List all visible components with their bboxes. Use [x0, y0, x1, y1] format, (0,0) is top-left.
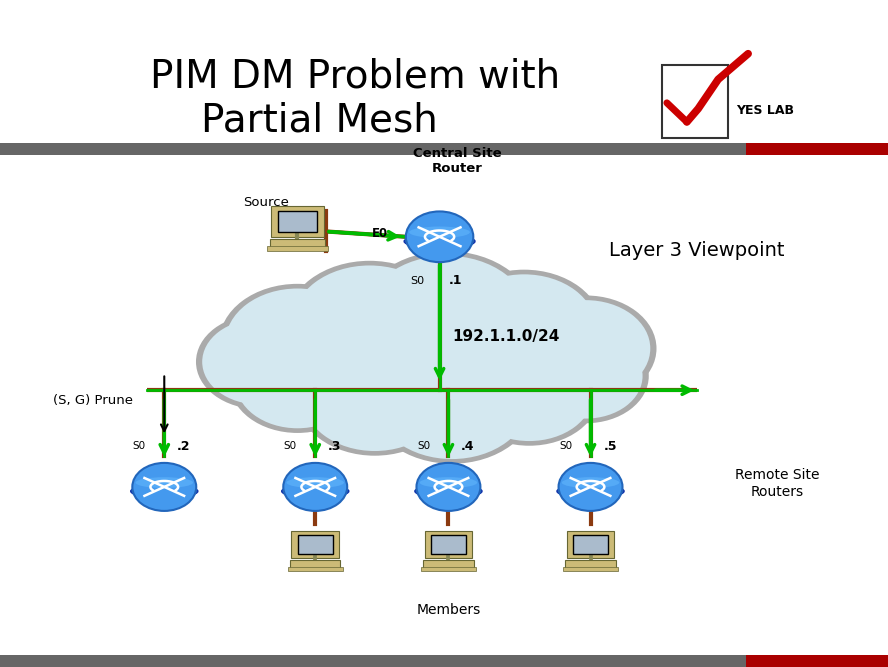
Ellipse shape: [420, 477, 477, 488]
Circle shape: [358, 251, 535, 384]
Text: S0: S0: [417, 442, 430, 451]
Text: S0: S0: [410, 276, 424, 285]
Ellipse shape: [281, 485, 349, 498]
FancyBboxPatch shape: [278, 211, 317, 232]
Circle shape: [132, 463, 196, 511]
FancyBboxPatch shape: [291, 530, 339, 558]
Ellipse shape: [557, 485, 624, 498]
Circle shape: [292, 265, 447, 382]
FancyBboxPatch shape: [424, 560, 473, 570]
Circle shape: [235, 336, 360, 428]
Bar: [746, 655, 888, 667]
FancyBboxPatch shape: [290, 560, 340, 570]
FancyBboxPatch shape: [431, 534, 466, 554]
Ellipse shape: [562, 477, 619, 488]
Text: Members: Members: [416, 604, 480, 617]
FancyBboxPatch shape: [421, 567, 476, 571]
Circle shape: [465, 344, 594, 441]
FancyBboxPatch shape: [566, 560, 615, 570]
Circle shape: [196, 315, 321, 409]
Circle shape: [219, 284, 376, 402]
Text: Source: Source: [243, 195, 289, 209]
Text: S0: S0: [284, 442, 297, 451]
Text: YES LAB: YES LAB: [736, 103, 795, 117]
FancyBboxPatch shape: [272, 206, 323, 237]
FancyBboxPatch shape: [288, 567, 343, 571]
Circle shape: [523, 329, 649, 424]
Text: E0: E0: [372, 227, 388, 240]
Text: Central Site
Router: Central Site Router: [413, 147, 502, 175]
Text: .5: .5: [603, 440, 617, 453]
Text: PIM DM Problem with: PIM DM Problem with: [150, 58, 560, 95]
FancyBboxPatch shape: [424, 530, 472, 558]
Circle shape: [406, 211, 473, 262]
Text: Layer 3 Viewpoint: Layer 3 Viewpoint: [609, 241, 785, 259]
Ellipse shape: [415, 485, 482, 498]
Ellipse shape: [404, 234, 475, 248]
Circle shape: [286, 261, 453, 386]
Circle shape: [297, 338, 453, 456]
Circle shape: [226, 289, 369, 397]
Circle shape: [416, 463, 480, 511]
Ellipse shape: [131, 485, 198, 498]
FancyBboxPatch shape: [270, 239, 325, 249]
Circle shape: [446, 269, 602, 388]
Bar: [0, 655, 746, 667]
Circle shape: [303, 343, 447, 451]
FancyBboxPatch shape: [297, 534, 333, 554]
Text: S0: S0: [559, 442, 572, 451]
Circle shape: [452, 274, 596, 383]
Circle shape: [521, 300, 650, 397]
Circle shape: [515, 295, 656, 402]
Circle shape: [283, 463, 347, 511]
Circle shape: [229, 331, 366, 433]
Circle shape: [375, 343, 529, 459]
FancyBboxPatch shape: [267, 246, 328, 251]
FancyBboxPatch shape: [573, 534, 608, 554]
Bar: [746, 143, 888, 155]
Circle shape: [529, 334, 643, 419]
Text: .2: .2: [177, 440, 191, 453]
Bar: [662, 65, 728, 138]
FancyBboxPatch shape: [563, 567, 618, 571]
Ellipse shape: [136, 477, 193, 488]
Ellipse shape: [409, 227, 470, 238]
FancyBboxPatch shape: [567, 530, 614, 558]
Text: Partial Mesh: Partial Mesh: [202, 101, 438, 139]
Circle shape: [202, 319, 315, 404]
Text: S0: S0: [133, 442, 146, 451]
Bar: [0, 143, 746, 155]
Text: (S, G) Prune: (S, G) Prune: [53, 394, 133, 407]
Ellipse shape: [287, 477, 344, 488]
Circle shape: [364, 255, 529, 380]
Circle shape: [458, 340, 599, 446]
Text: .4: .4: [461, 440, 475, 453]
Circle shape: [559, 463, 622, 511]
Text: Remote Site
Routers: Remote Site Routers: [734, 468, 820, 499]
Text: 192.1.1.0/24: 192.1.1.0/24: [453, 329, 559, 344]
Text: .1: .1: [448, 274, 463, 287]
Text: .3: .3: [328, 440, 342, 453]
Circle shape: [369, 338, 535, 464]
